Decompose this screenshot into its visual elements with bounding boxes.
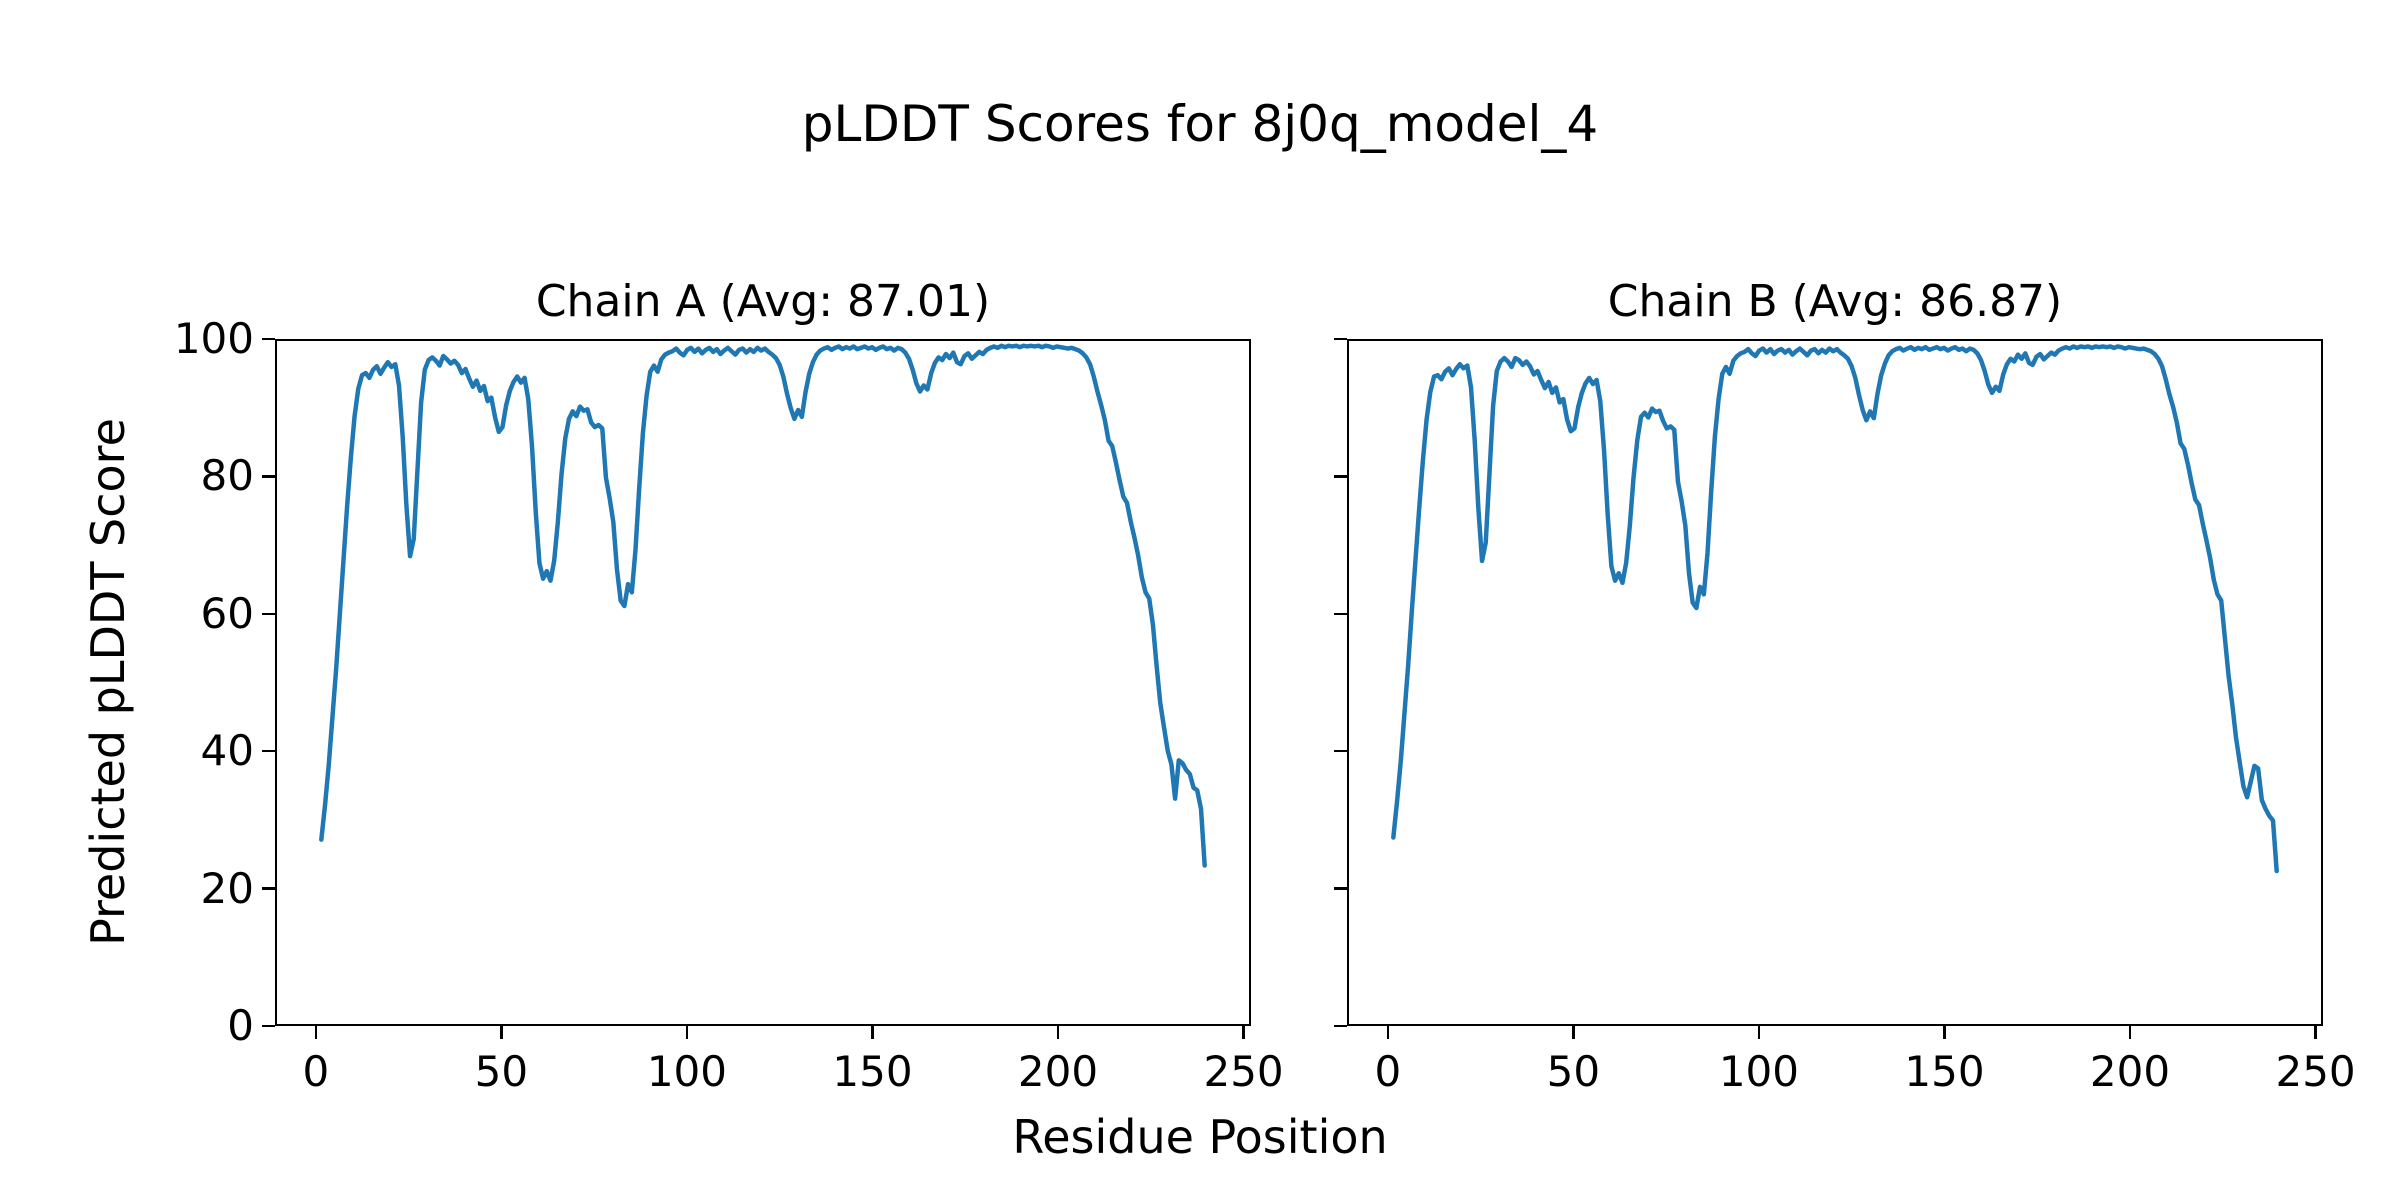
y-tick-mark <box>262 1024 275 1028</box>
x-tick-mark <box>1943 1026 1946 1039</box>
x-tick-label: 50 <box>1546 1047 1601 1096</box>
x-axis-label: Residue Position <box>1012 1110 1388 1164</box>
y-tick-mark <box>1334 337 1347 341</box>
y-tick-mark <box>262 337 275 341</box>
x-tick-mark <box>2314 1026 2317 1039</box>
y-tick-mark <box>262 475 275 478</box>
plddt-line-chain-a <box>319 343 1207 868</box>
y-tick-mark <box>1334 612 1347 616</box>
x-tick-label: 0 <box>1374 1047 1402 1096</box>
y-tick-mark <box>262 749 275 753</box>
y-tick-mark <box>1334 1024 1347 1028</box>
chain-b-line-chart <box>1391 344 2279 874</box>
x-tick-mark <box>1386 1026 1390 1039</box>
x-tick-label: 150 <box>1904 1047 1985 1096</box>
plddt-line-chain-b <box>1391 344 2279 874</box>
x-tick-mark <box>2128 1026 2132 1039</box>
y-tick-mark <box>262 887 275 890</box>
x-tick-mark <box>1757 1026 1761 1039</box>
x-tick-label: 150 <box>832 1047 913 1096</box>
y-tick-mark <box>1334 475 1347 478</box>
chain-a-subplot-title: Chain A (Avg: 87.01) <box>535 276 991 327</box>
y-tick-label: 60 <box>200 588 254 638</box>
x-tick-mark <box>1242 1026 1245 1039</box>
chain-a-line-chart <box>319 343 1207 868</box>
chain-a-plot-area <box>275 339 1251 1026</box>
x-tick-mark <box>314 1026 318 1039</box>
x-tick-label: 0 <box>302 1047 330 1096</box>
x-tick-mark <box>500 1026 503 1039</box>
y-axis-label: Predicted pLDDT Score <box>81 418 135 946</box>
y-tick-mark <box>262 612 275 616</box>
x-tick-mark <box>685 1026 689 1039</box>
x-tick-label: 100 <box>646 1047 727 1096</box>
y-tick-mark <box>1334 749 1347 753</box>
chain-b-plot-area <box>1347 339 2323 1026</box>
y-tick-label: 40 <box>200 726 254 776</box>
y-tick-label: 20 <box>200 863 254 913</box>
x-tick-label: 100 <box>1718 1047 1799 1096</box>
x-tick-mark <box>871 1026 874 1039</box>
y-tick-label: 0 <box>227 1001 254 1050</box>
x-tick-label: 250 <box>1203 1047 1284 1096</box>
x-tick-label: 50 <box>474 1047 529 1096</box>
y-tick-label: 80 <box>200 451 254 501</box>
x-tick-label: 200 <box>1017 1047 1099 1096</box>
x-tick-label: 250 <box>2275 1047 2356 1096</box>
x-tick-mark <box>1572 1026 1575 1039</box>
y-tick-label: 100 <box>173 314 254 363</box>
figure-title: pLDDT Scores for 8j0q_model_4 <box>801 95 1599 153</box>
chain-b-subplot-title: Chain B (Avg: 86.87) <box>1607 276 2063 327</box>
y-tick-mark <box>1334 887 1347 890</box>
x-tick-mark <box>1056 1026 1060 1039</box>
x-tick-label: 200 <box>2089 1047 2171 1096</box>
